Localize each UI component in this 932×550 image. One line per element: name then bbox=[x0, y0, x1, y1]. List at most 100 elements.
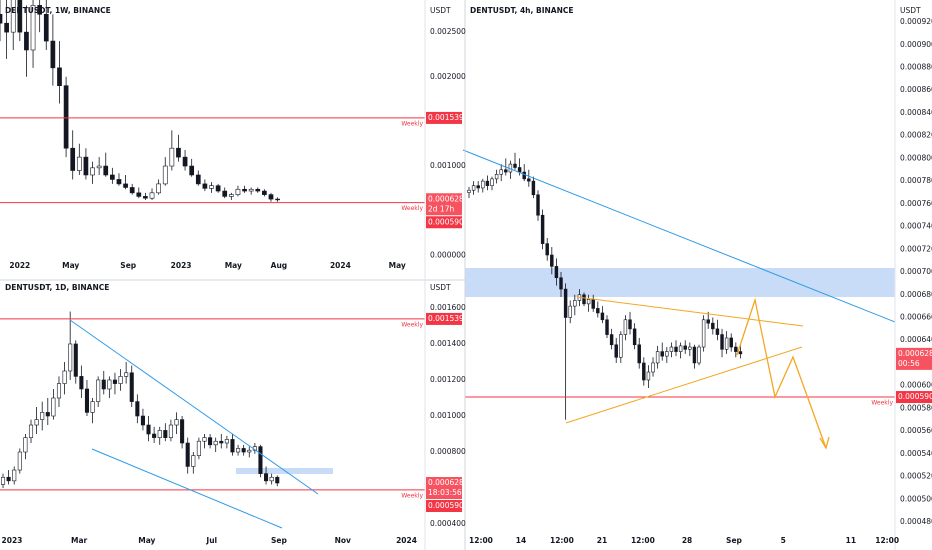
candle-body bbox=[499, 169, 503, 175]
last-price-tag bbox=[426, 193, 462, 216]
candle-body bbox=[43, 13, 49, 42]
candle-body bbox=[135, 401, 140, 417]
candle-body bbox=[6, 476, 11, 482]
level-tag bbox=[426, 500, 462, 513]
x-tick-label: May bbox=[138, 536, 155, 545]
candle-body bbox=[40, 412, 45, 420]
candle-body bbox=[646, 371, 651, 381]
candle-body bbox=[540, 214, 545, 244]
candle-body bbox=[692, 346, 697, 364]
level-tag bbox=[426, 111, 462, 124]
trend-line bbox=[69, 319, 319, 495]
x-tick-label: 21 bbox=[597, 536, 607, 545]
chart-title: DENTUSDT, 4h, BINANCE bbox=[470, 6, 573, 15]
trend-line bbox=[462, 149, 896, 323]
candle-body bbox=[642, 362, 646, 381]
candle-body bbox=[720, 334, 724, 350]
x-tick-label: 12:00 bbox=[631, 536, 655, 545]
candle-body bbox=[230, 439, 235, 453]
chart-title: DENTUSDT, 1D, BINANCE bbox=[5, 283, 109, 292]
candle-body bbox=[242, 188, 247, 192]
candle-body bbox=[701, 319, 706, 348]
candle-body bbox=[70, 147, 76, 171]
arrow-head bbox=[819, 436, 830, 450]
axis-unit: USDT bbox=[900, 6, 921, 15]
candle-body bbox=[62, 370, 67, 384]
candle-body bbox=[522, 171, 526, 180]
candle-body bbox=[157, 430, 162, 438]
overlay: DENTUSDT, 1W, BINANCE USDT 0.002500 0.00200… bbox=[2, 6, 932, 545]
level-tag bbox=[426, 312, 462, 325]
candle-body bbox=[550, 254, 554, 267]
candle-body bbox=[202, 183, 208, 189]
candle-body bbox=[591, 299, 595, 309]
candle-body bbox=[669, 346, 674, 352]
candle-body bbox=[0, 476, 6, 485]
candle-body bbox=[476, 185, 480, 189]
candle-body bbox=[107, 379, 112, 390]
countdown-label: 2d 17h bbox=[428, 204, 454, 213]
candle-body bbox=[149, 192, 155, 199]
candle-body bbox=[224, 439, 229, 444]
y-tick-label: 0.001200 bbox=[430, 375, 466, 384]
candle-body bbox=[169, 147, 175, 167]
x-tick-label: 12:00 bbox=[875, 536, 899, 545]
level-tag-label: 0.000590 bbox=[428, 501, 464, 510]
y-tick-label: 0.001000 bbox=[430, 161, 466, 170]
candle-body bbox=[614, 344, 618, 358]
x-tick-label: 2024 bbox=[396, 536, 417, 545]
candle-body bbox=[219, 440, 224, 444]
candle-body bbox=[236, 448, 241, 453]
candle-body bbox=[504, 169, 508, 173]
level-tag bbox=[426, 216, 462, 229]
y-tick-label: 0.000000 bbox=[430, 250, 466, 259]
candle-body bbox=[101, 379, 106, 390]
candle-body bbox=[51, 397, 56, 417]
x-tick-label: 2022 bbox=[9, 261, 30, 270]
countdown-label: 00:56 bbox=[898, 359, 920, 368]
candle-body bbox=[28, 424, 34, 438]
candle-body bbox=[738, 351, 743, 355]
candle-body bbox=[697, 346, 701, 364]
candle-body bbox=[665, 351, 669, 357]
y-tick-label: 0.001000 bbox=[430, 411, 466, 420]
candle-body bbox=[79, 376, 84, 390]
y-tick-label: 0.000800 bbox=[430, 447, 466, 456]
candle-body bbox=[248, 188, 254, 192]
candle-body bbox=[545, 243, 549, 256]
candle-body bbox=[37, 5, 43, 15]
x-tick-label: Sep bbox=[120, 261, 136, 270]
x-tick-label: 28 bbox=[682, 536, 692, 545]
x-tick-label: 2024 bbox=[330, 261, 351, 270]
level-tag-label: 0.001539 bbox=[428, 113, 464, 122]
candle-body bbox=[208, 437, 213, 446]
candle-body bbox=[56, 383, 62, 399]
candle-body bbox=[180, 419, 185, 444]
x-tick-label: Jul bbox=[205, 536, 217, 545]
y-tick-label: 0.002000 bbox=[430, 72, 466, 81]
candle-body bbox=[715, 328, 720, 335]
candle-body bbox=[129, 187, 135, 194]
x-tick-label: 2023 bbox=[2, 536, 23, 545]
candle-body bbox=[623, 319, 628, 335]
candle-body bbox=[268, 194, 274, 200]
x-tick-label: May bbox=[225, 261, 242, 270]
candle-body bbox=[191, 455, 196, 467]
candle-body bbox=[129, 372, 134, 402]
candle-body bbox=[30, 5, 36, 51]
candle-body bbox=[140, 415, 145, 426]
axis-unit: USDT bbox=[430, 283, 451, 292]
drawings bbox=[69, 149, 896, 529]
candle-body bbox=[116, 179, 122, 185]
last-price-tag bbox=[896, 347, 932, 370]
